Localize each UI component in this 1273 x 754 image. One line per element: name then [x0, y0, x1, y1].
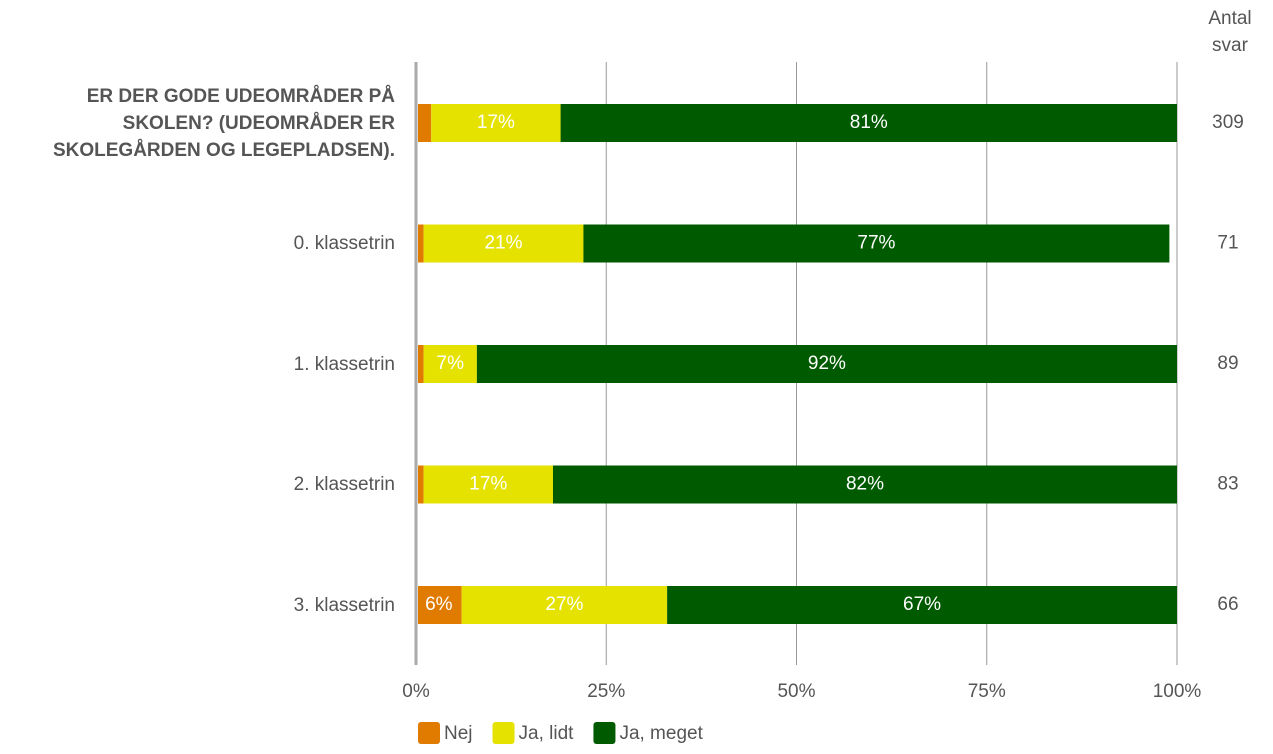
bar-segment	[667, 586, 1177, 624]
x-tick-label: 50%	[777, 681, 815, 702]
category-label: ER DER GODE UDEOMRÅDER PÅ SKOLEN? (UDEOM…	[52, 85, 395, 161]
category-label: 0. klassetrin	[293, 233, 395, 254]
bar-label: 21%	[484, 233, 522, 254]
x-tick-label: 75%	[968, 681, 1006, 702]
bar-segment	[476, 345, 1177, 383]
legend-label: Ja, meget	[619, 723, 703, 744]
count-label: 83	[1217, 474, 1238, 495]
category-text: 2. klassetrin	[293, 474, 395, 495]
category-text: 0. klassetrin	[293, 233, 395, 254]
counts-header: Antal svar	[1208, 8, 1252, 56]
bar-label: 77%	[857, 233, 895, 254]
bar-segment	[418, 465, 424, 504]
category-label: 2. klassetrin	[293, 474, 395, 495]
bar-segment	[418, 345, 424, 383]
bar-segment	[418, 104, 432, 142]
bar-segment	[583, 224, 1170, 263]
bar-label: 6%	[425, 594, 453, 615]
legend-swatch	[418, 722, 440, 744]
bar-label: 27%	[545, 594, 583, 615]
x-tick-label: 100%	[1153, 681, 1202, 702]
bar-segment	[418, 224, 424, 263]
count-label: 89	[1217, 353, 1238, 374]
bar-label: 17%	[469, 474, 507, 495]
category-label: 3. klassetrin	[293, 594, 395, 616]
category-label: 1. klassetrin	[293, 353, 395, 375]
bar-segment	[418, 586, 462, 624]
bar-label: 82%	[846, 474, 884, 495]
bar-label: 7%	[437, 353, 465, 374]
category-text: 1. klassetrin	[293, 353, 395, 375]
bar-segment	[431, 104, 561, 142]
x-tick-label: 0%	[402, 681, 430, 702]
legend-label: Nej	[444, 723, 473, 744]
legend-label: Ja, lidt	[519, 723, 575, 744]
legend-swatch	[492, 722, 515, 744]
count-label: 309	[1212, 112, 1244, 133]
counts-header-text: Antal svar	[1208, 8, 1252, 56]
bar-label: 17%	[477, 112, 515, 133]
bar-segment	[560, 104, 1177, 142]
bar-label: 92%	[808, 353, 846, 374]
category-text: ER DER GODE UDEOMRÅDER PÅ SKOLEN? (UDEOM…	[52, 85, 395, 161]
bar-label: 67%	[903, 594, 941, 615]
bar-segment	[423, 224, 584, 263]
bar-label: 81%	[850, 112, 888, 133]
bar-segment	[423, 465, 553, 504]
category-text: 3. klassetrin	[293, 594, 395, 616]
x-tick-label: 25%	[587, 681, 625, 702]
count-label: 66	[1217, 594, 1238, 615]
bar-segment	[461, 586, 668, 624]
count-label: 71	[1217, 233, 1238, 254]
bar-segment	[552, 465, 1177, 504]
bar-segment	[423, 345, 477, 383]
legend-swatch	[593, 722, 616, 744]
